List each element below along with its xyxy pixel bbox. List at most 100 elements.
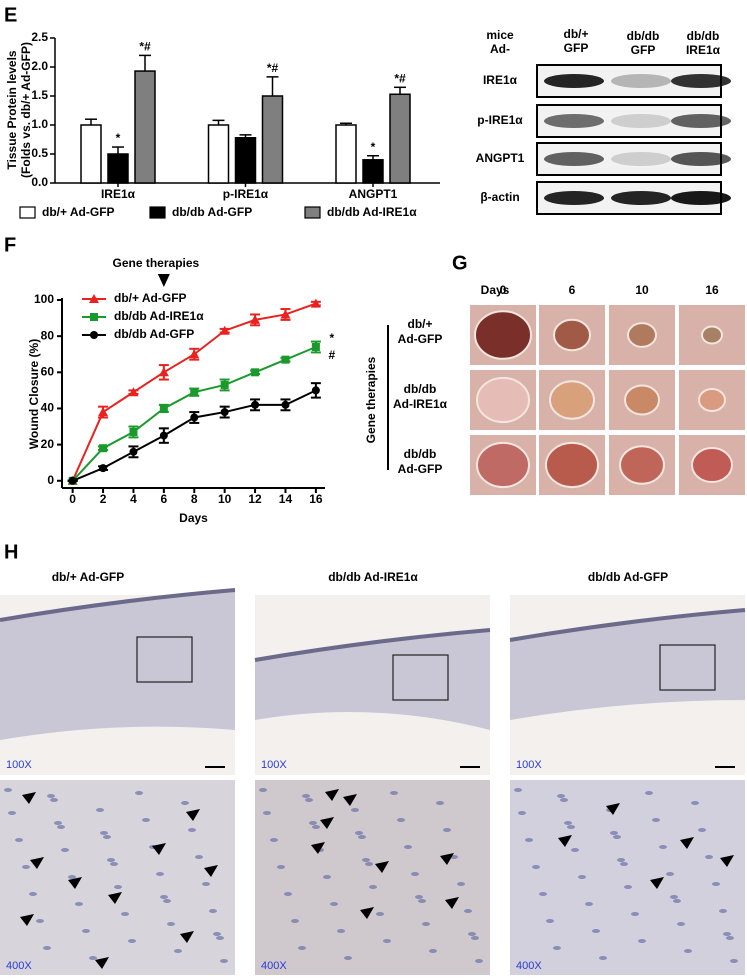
blot-header: mice	[486, 28, 514, 42]
data-point	[129, 447, 138, 456]
nucleus	[539, 892, 547, 896]
nucleus	[404, 845, 412, 849]
nucleus	[666, 872, 674, 876]
nucleus	[436, 801, 444, 805]
tissue-bg	[255, 780, 490, 975]
nucleus	[202, 882, 210, 886]
nucleus	[181, 801, 189, 805]
wound-photo	[609, 370, 675, 430]
nucleus	[546, 919, 554, 923]
nucleus	[50, 798, 58, 802]
blot-column-label: db/+	[563, 27, 588, 41]
wound-photo	[539, 435, 605, 495]
nucleus	[209, 909, 217, 913]
wound	[619, 445, 665, 485]
nucleus	[121, 912, 129, 916]
nucleus	[355, 831, 363, 835]
wound-photo	[679, 370, 745, 430]
nucleus	[564, 821, 572, 825]
wound-photo	[470, 370, 536, 430]
y-tick-label: 1.5	[31, 88, 48, 102]
nucleus	[82, 929, 90, 933]
blot-column-label: GFP	[631, 43, 656, 57]
blot-row-label: β-actin	[480, 190, 519, 204]
nucleus	[624, 885, 632, 889]
y-tick-label: 0.0	[31, 175, 48, 189]
arrowhead	[360, 907, 374, 919]
significance-mark: *	[371, 140, 376, 154]
nucleus	[160, 895, 168, 899]
y-tick-label: 1.0	[31, 117, 48, 131]
data-point	[280, 309, 291, 319]
arrowhead	[558, 835, 572, 847]
nucleus	[592, 929, 600, 933]
nucleus	[29, 892, 37, 896]
bar	[389, 93, 411, 184]
nucleus	[369, 885, 377, 889]
micrograph-400x	[510, 780, 745, 975]
nucleus	[365, 862, 373, 866]
data-point	[159, 404, 168, 413]
nucleus	[677, 922, 685, 926]
magnification: 400X	[6, 960, 32, 972]
blot-row-label: IRE1α	[483, 73, 518, 87]
blot-strip	[536, 142, 731, 176]
nucleus	[15, 838, 23, 842]
micrograph-100x	[0, 588, 236, 775]
nucleus	[167, 922, 175, 926]
nucleus	[309, 821, 317, 825]
nucleus	[213, 932, 221, 936]
nucleus	[532, 865, 540, 869]
histology-title: db/db Ad-IRE1α	[328, 570, 418, 584]
data-point	[189, 349, 200, 359]
bar	[234, 137, 257, 184]
day-label: 10	[635, 283, 649, 297]
legend-marker	[90, 331, 98, 339]
y-tick-label: 20	[41, 437, 55, 451]
wound-photo	[609, 435, 675, 495]
x-tick-label: 14	[279, 492, 293, 506]
nucleus	[220, 959, 228, 963]
nucleus	[107, 858, 115, 862]
blot-band	[671, 114, 731, 128]
data-point	[251, 400, 260, 409]
x-tick-label: 8	[191, 492, 198, 506]
nucleus	[429, 949, 437, 953]
y-tick-label: 0	[47, 473, 54, 487]
nucleus	[705, 855, 713, 859]
data-point	[99, 444, 108, 453]
nucleus	[638, 939, 646, 943]
micrograph-400x	[255, 780, 490, 975]
data-point	[311, 386, 320, 395]
blot-row-label: p-IRE1α	[477, 113, 523, 127]
nucleus	[270, 838, 278, 842]
legend-label: db/db Ad-GFP	[114, 327, 194, 341]
x-tick-label: IRE1α	[101, 187, 136, 201]
wound	[698, 387, 726, 413]
arrowhead	[204, 865, 218, 877]
wound-photo	[539, 370, 605, 430]
y-tick-label: 40	[41, 401, 55, 415]
row-label: Ad-GFP	[398, 462, 443, 476]
nucleus	[571, 848, 579, 852]
legend-swatch	[19, 206, 36, 219]
micrograph-100x	[254, 595, 491, 775]
y-tick-label: 0.5	[31, 146, 48, 160]
legend-marker	[89, 294, 99, 303]
wound-photo	[470, 435, 536, 495]
blot-header: Ad-	[490, 42, 510, 56]
bar	[207, 124, 230, 184]
row-label: db/+	[407, 317, 432, 331]
annotation: Gene therapies	[113, 256, 200, 270]
x-tick-label: 2	[100, 492, 107, 506]
bar	[362, 159, 384, 184]
nucleus	[344, 956, 352, 960]
data-point	[250, 314, 261, 324]
day-label: 16	[705, 283, 719, 297]
legend-label: db/+ Ad-GFP	[42, 205, 115, 219]
y-tick-label: 80	[41, 328, 55, 342]
inset-box	[136, 636, 193, 683]
group-label: Gene therapies	[364, 356, 378, 443]
wound	[553, 318, 591, 352]
nucleus	[652, 818, 660, 822]
